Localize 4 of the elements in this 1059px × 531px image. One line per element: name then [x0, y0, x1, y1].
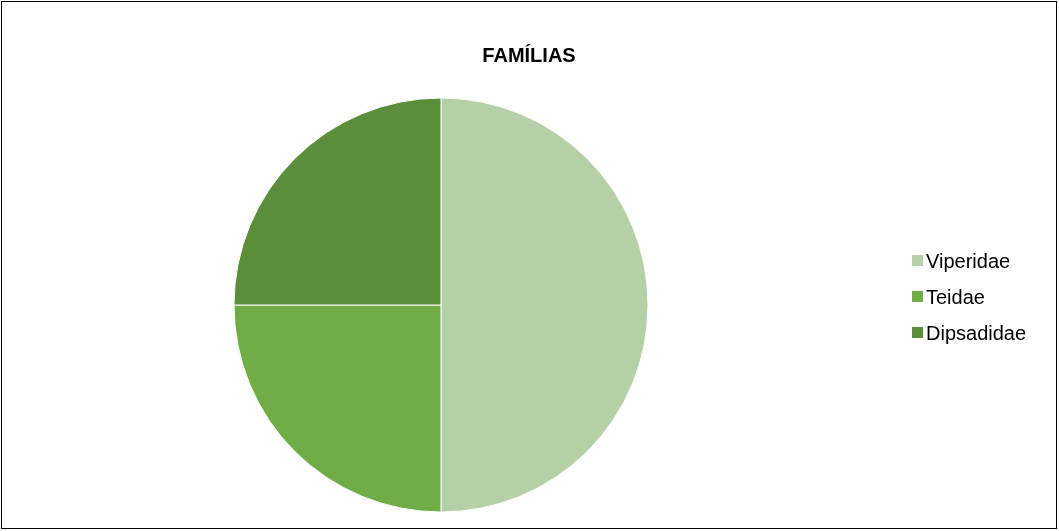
chart-title: FAMÍLIAS — [482, 44, 576, 66]
legend-label: Teidae — [926, 286, 985, 308]
legend-label: Dipsadidae — [926, 322, 1027, 344]
legend-label: Viperidae — [926, 250, 1011, 272]
